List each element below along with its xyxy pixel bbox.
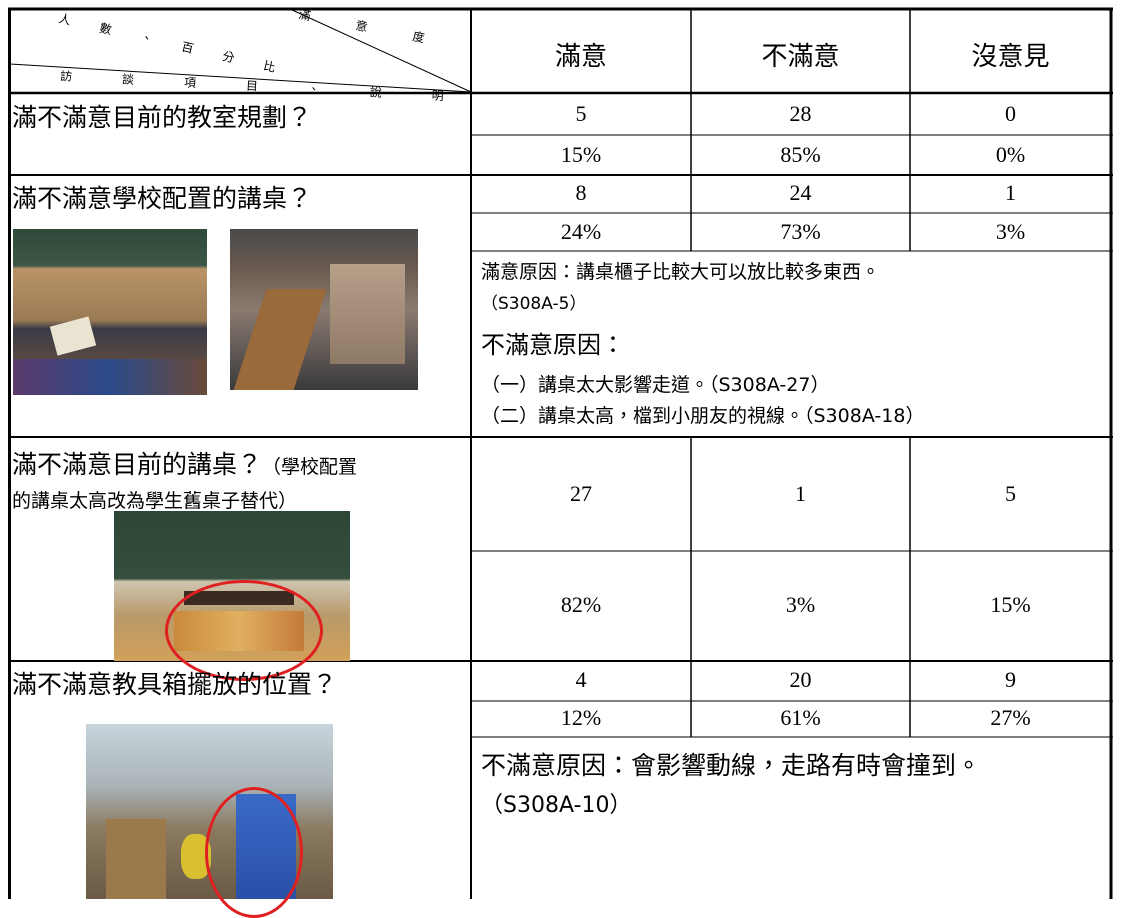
count: 9 [1005,667,1016,692]
note: （二）講桌太高，檔到小朋友的視線。（S308A-18） [481,405,925,427]
count: 1 [795,481,806,506]
question-note: （學校配置 [262,456,358,478]
count: 5 [1005,481,1016,506]
percent: 3% [995,219,1026,244]
count: 20 [789,667,812,692]
count: 8 [575,180,587,205]
photo [230,229,418,390]
page: {"header": {"corner_top": "滿意度", "corner… [8,6,1113,918]
note: 不滿意原因：會影響動線，走路有時會撞到。 [481,751,982,780]
question-note: 的講桌太高改為學生舊桌子替代） [12,490,298,512]
count: 28 [789,101,812,126]
percent: 27% [990,705,1031,730]
percent: 15% [560,142,602,167]
percent: 0% [995,142,1026,167]
percent: 3% [785,592,816,617]
question: 滿不滿意目前的教室規劃？ [12,103,313,132]
count: 27 [570,481,592,506]
count: 4 [575,667,587,692]
note: （S308A-10） [481,793,632,818]
question-text: 滿不滿意目前的講桌？ [12,450,263,479]
corner-top: 滿意度 [297,6,471,54]
note: 不滿意原因： [481,331,625,359]
percent: 73% [780,219,821,244]
percent: 61% [780,705,821,730]
percent: 82% [560,592,602,617]
count: 24 [789,180,812,205]
percent: 24% [560,219,602,244]
note: （S308A-5） [481,294,587,314]
question: 滿不滿意目前的講桌？（學校配置 [12,445,357,481]
percent: 15% [990,592,1031,617]
question: 滿不滿意教具箱擺放的位置？ [12,670,338,699]
column-header: 沒意見 [971,42,1050,72]
photo [13,229,207,395]
column-header: 滿意 [554,42,607,72]
percent: 85% [780,142,821,167]
count: 0 [1005,101,1016,126]
note: 滿意原因：講桌櫃子比較大可以放比較多東西。 [481,261,881,283]
question: 滿不滿意學校配置的講桌？ [12,184,313,213]
percent: 12% [560,705,602,730]
column-header: 不滿意 [761,42,840,72]
count: 1 [1005,180,1016,205]
count: 5 [575,101,587,126]
note: （一）講桌太大影響走道。（S308A-27） [481,374,830,396]
